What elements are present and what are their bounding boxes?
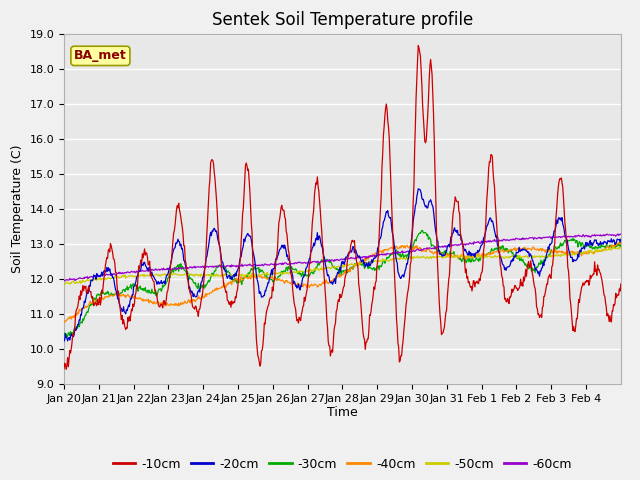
-10cm: [62, 367, 70, 372]
-20cm: [255, 290, 263, 296]
-60cm: [61, 278, 68, 284]
-20cm: [125, 303, 133, 309]
-30cm: [277, 269, 285, 275]
-30cm: [126, 284, 134, 290]
-40cm: [60, 318, 68, 324]
Line: -40cm: -40cm: [64, 242, 621, 323]
-20cm: [432, 228, 440, 234]
-10cm: [277, 204, 285, 210]
-60cm: [617, 231, 625, 237]
-50cm: [400, 255, 408, 261]
Y-axis label: Soil Temperature (C): Soil Temperature (C): [11, 144, 24, 273]
-30cm: [617, 242, 625, 248]
-10cm: [228, 301, 236, 307]
-10cm: [256, 363, 264, 369]
-40cm: [61, 320, 68, 325]
-40cm: [126, 295, 134, 301]
-40cm: [432, 250, 440, 255]
Title: Sentek Soil Temperature profile: Sentek Soil Temperature profile: [212, 11, 473, 29]
-50cm: [276, 271, 284, 276]
-50cm: [255, 271, 263, 277]
-40cm: [277, 277, 285, 283]
-50cm: [616, 244, 623, 250]
-50cm: [125, 274, 133, 279]
-30cm: [401, 253, 408, 259]
Line: -50cm: -50cm: [64, 247, 621, 285]
Line: -30cm: -30cm: [64, 230, 621, 337]
-50cm: [431, 254, 439, 260]
-40cm: [401, 243, 408, 249]
Text: BA_met: BA_met: [74, 49, 127, 62]
Line: -60cm: -60cm: [64, 234, 621, 281]
Legend: -10cm, -20cm, -30cm, -40cm, -50cm, -60cm: -10cm, -20cm, -30cm, -40cm, -50cm, -60cm: [108, 453, 577, 476]
Line: -10cm: -10cm: [64, 46, 621, 370]
-40cm: [256, 274, 264, 280]
-60cm: [277, 261, 285, 266]
-20cm: [276, 246, 284, 252]
-20cm: [617, 237, 625, 242]
-30cm: [418, 228, 426, 233]
-30cm: [63, 334, 71, 340]
-60cm: [126, 270, 134, 276]
-10cm: [415, 43, 422, 48]
-30cm: [433, 246, 440, 252]
-60cm: [256, 263, 264, 268]
-10cm: [401, 322, 408, 327]
-60cm: [228, 264, 236, 269]
-40cm: [228, 278, 236, 284]
-60cm: [60, 277, 68, 283]
-10cm: [126, 318, 134, 324]
-10cm: [433, 225, 440, 231]
-20cm: [400, 274, 408, 280]
-60cm: [401, 250, 408, 255]
-50cm: [228, 272, 236, 278]
-30cm: [256, 266, 264, 272]
-20cm: [228, 276, 236, 282]
-50cm: [617, 245, 625, 251]
-40cm: [617, 240, 625, 245]
-10cm: [60, 366, 68, 372]
-50cm: [60, 282, 68, 288]
Line: -20cm: -20cm: [64, 189, 621, 341]
-30cm: [60, 333, 68, 338]
X-axis label: Time: Time: [327, 407, 358, 420]
-20cm: [415, 186, 422, 192]
-20cm: [60, 338, 68, 344]
-60cm: [614, 231, 621, 237]
-60cm: [432, 245, 440, 251]
-30cm: [228, 277, 236, 283]
-10cm: [617, 281, 625, 287]
